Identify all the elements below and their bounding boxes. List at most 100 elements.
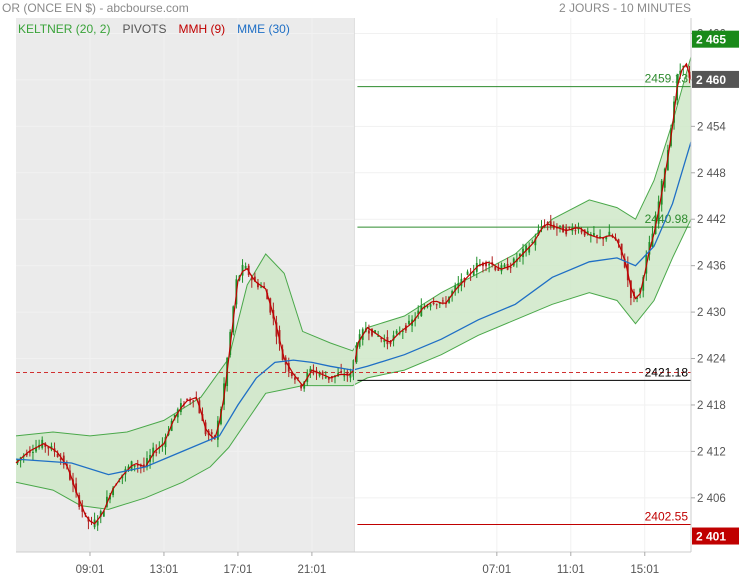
candle-body [592,233,595,236]
candle-body [216,420,219,440]
candle-body [281,349,284,360]
y-tick-label: 2 436 [697,261,726,273]
x-tick-label: 21:01 [297,564,326,576]
candle-body [56,453,59,457]
candle-body [112,487,115,496]
candle-body [25,453,28,456]
candle-body [374,330,376,334]
candle-body [321,371,324,374]
candle-body [371,328,373,336]
indicator-legend: KELTNER (20, 2) PIVOTS MMH (9) MME (30) [18,22,290,36]
candle-body [599,236,601,238]
candle-body [213,435,216,438]
x-tick-label: 13:01 [150,564,179,576]
candle-body [457,283,460,288]
candle-body [408,320,410,325]
candle-body [559,225,561,227]
candle-body [32,451,34,453]
candle-body [383,339,386,342]
candle-body [318,374,321,376]
legend-keltner[interactable]: KELTNER (20, 2) [18,22,111,36]
y-tick-label: 2 442 [697,214,726,226]
candle-body [583,229,586,236]
period-label: 2 JOURS - 10 MINUTES [558,1,691,15]
mme-line [15,141,692,476]
candle-body [432,303,435,305]
candle-body [503,264,506,268]
candle-body [300,384,303,389]
candle-body [78,495,81,507]
candle-body [602,237,605,240]
candle-body [500,265,503,272]
candle-body [367,330,370,334]
candle-body [340,371,343,373]
candle-body [620,243,623,256]
candle-body [349,373,352,378]
candle-body [210,432,213,435]
pivot-label: 2402.55 [645,510,689,524]
candle-body [438,302,441,304]
y-tick-label: 2 448 [697,168,726,180]
instrument-title: OR (ONCE EN $) - abcbourse.com [2,1,189,15]
candle-body [303,381,306,389]
candle-body [241,264,244,276]
legend-mmh[interactable]: MMH (9) [178,22,226,36]
candle-body [617,239,620,243]
candle-body [586,231,589,235]
x-tick-label: 07:01 [482,564,511,576]
candle-body [346,371,349,376]
keltner-band-fill [16,56,691,510]
candle-body [189,400,192,402]
candle-body [47,446,50,449]
candle-body [460,278,463,286]
candle-body [488,264,491,266]
candle-body [392,335,395,341]
candle-body [297,377,299,379]
candle-body [608,231,611,236]
candle-body [164,437,167,448]
candle-body [441,300,444,302]
candle-body [127,466,130,470]
pivot-label: 2459.13 [645,72,689,86]
price-badge [692,30,739,48]
candle-body [275,322,278,337]
candle-body [290,372,293,376]
candle-body [623,258,626,268]
candle-body [173,414,176,418]
candle-body [186,398,188,400]
candle-body [549,221,552,227]
candle-body [377,335,380,337]
candle-body [574,230,577,232]
x-tick-label: 11:01 [557,564,585,576]
candle-body [519,253,521,257]
price-badge [692,527,739,545]
candle-body [451,291,454,296]
legend-pivots[interactable]: PIVOTS [122,22,167,36]
candle-body [429,304,432,307]
candle-body [401,330,404,332]
candle-body [59,458,62,460]
candle-body [380,338,383,340]
legend-mme[interactable]: MME (30) [237,22,290,36]
candle-body [485,262,487,267]
candle-body [102,510,105,517]
keltner-lower-line [15,218,692,510]
candle-body [596,235,598,237]
candle-body [75,483,78,493]
x-tick-label: 17:01 [224,564,253,576]
y-tick-label: 2 424 [697,354,726,366]
candle-body [454,285,457,291]
pivot-label: 2421.18 [645,365,689,379]
price-badge [692,70,739,88]
candle-body [497,267,500,271]
candle-body [679,70,682,75]
candle-body [534,238,537,246]
candle-body [466,271,469,275]
candle-body [417,310,420,315]
candle-body [605,237,608,240]
y-tick-label: 2 418 [697,400,726,412]
candle-body [294,377,296,380]
candle-body [257,282,259,288]
candle-body [99,511,102,517]
